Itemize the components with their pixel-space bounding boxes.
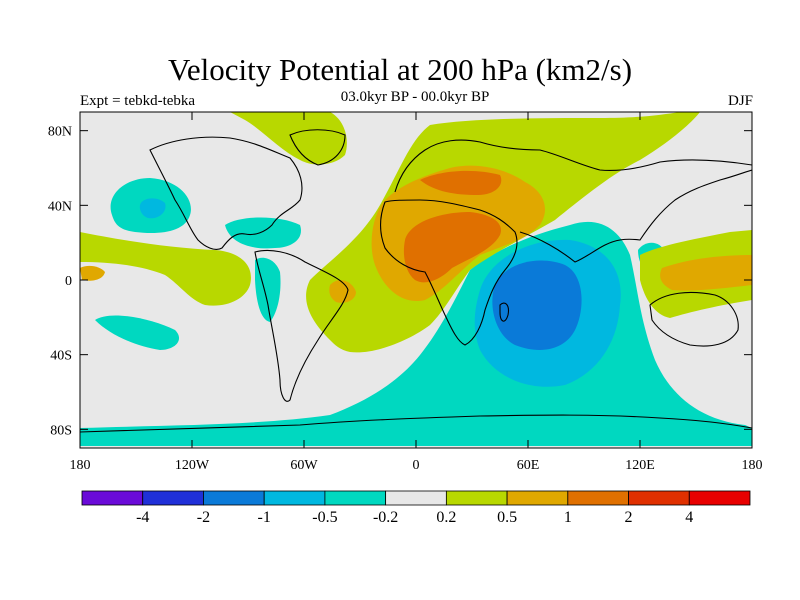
coastlines — [80, 129, 752, 433]
axis-ticks — [79, 112, 753, 448]
colorbar-swatch — [324, 490, 387, 506]
strong-positive-mediterranean — [420, 170, 502, 195]
colorbar-label: 0.5 — [497, 509, 517, 526]
lon-tick-label: 180 — [742, 458, 763, 473]
coast-asia — [519, 169, 752, 263]
season-label: DJF — [727, 93, 753, 109]
lat-tick-label: 0 — [65, 274, 72, 289]
coast-europe — [394, 139, 752, 193]
coast-north-america — [149, 136, 303, 250]
experiment-label: Expt = tebkd-tebka — [80, 93, 196, 109]
colorbar-label: -0.2 — [373, 509, 398, 526]
negative-cell-east-pacific — [95, 315, 180, 350]
colorbar-swatch — [445, 490, 508, 506]
contour-field — [80, 112, 752, 448]
negative-core-north-pacific — [139, 198, 166, 219]
colorbar-swatch — [203, 490, 265, 506]
coast-australia — [649, 291, 739, 347]
lon-tick-label: 180 — [70, 458, 91, 473]
lat-tick-label: 40S — [50, 349, 72, 364]
lon-tick-label: 0 — [413, 458, 420, 473]
colorbar-label: -4 — [136, 509, 149, 526]
lon-tick-label: 60W — [290, 458, 318, 473]
colorbar-label: -1 — [258, 509, 271, 526]
positive-mid-south-america — [329, 280, 356, 303]
lon-tick-label: 120W — [175, 458, 210, 473]
colorbar-swatch — [567, 490, 629, 506]
strong-positive-core — [403, 212, 501, 283]
colorbar-swatch — [688, 490, 751, 506]
period-label: 03.0kyr BP - 00.0kyr BP — [340, 89, 490, 105]
colorbar-swatch — [628, 490, 690, 506]
coast-south-america — [254, 249, 349, 402]
colorbar-swatch — [142, 490, 204, 506]
lat-tick-label: 80N — [48, 125, 72, 140]
colorbar-label: -0.5 — [312, 509, 337, 526]
positive-band-tropical-pacific — [80, 232, 251, 306]
colorbar-swatch — [263, 490, 326, 506]
negative-cell-caribbean — [225, 217, 301, 249]
coast-greenland — [289, 129, 346, 166]
coast-madagascar — [499, 302, 509, 322]
strong-negative-core — [492, 260, 582, 350]
colorbar-label: 1 — [564, 509, 572, 526]
positive-mid-east-pacific — [80, 265, 105, 281]
map-title: Velocity Potential at 200 hPa (km2/s) — [167, 52, 633, 87]
positive-mid-west-pacific — [660, 255, 752, 291]
colorbar-label: 2 — [625, 509, 633, 526]
colorbar-swatch — [81, 490, 144, 506]
colorbar-swatch — [385, 490, 447, 506]
colorbar-swatch — [506, 490, 569, 506]
colorbar-label: -2 — [197, 509, 210, 526]
negative-cell-south-america — [255, 257, 281, 322]
coast-africa — [379, 199, 518, 346]
lon-tick-label: 60E — [517, 458, 540, 473]
lat-tick-label: 80S — [50, 423, 72, 438]
colorbar — [81, 490, 751, 506]
axis-labels: 180 120W 60W 0 60E 120E 180 80N 40N 0 40S 80S — [48, 125, 763, 473]
positive-band-north-atlantic — [230, 112, 347, 165]
lon-tick-label: 120E — [625, 458, 655, 473]
coast-antarctica — [80, 414, 752, 433]
colorbar-label: 4 — [685, 509, 693, 526]
colorbar-label: 0.2 — [436, 509, 456, 526]
colorbar-labels: -4 -2 -1 -0.5 -0.2 0.2 0.5 1 2 4 — [136, 509, 693, 526]
lat-tick-label: 40N — [48, 199, 72, 214]
